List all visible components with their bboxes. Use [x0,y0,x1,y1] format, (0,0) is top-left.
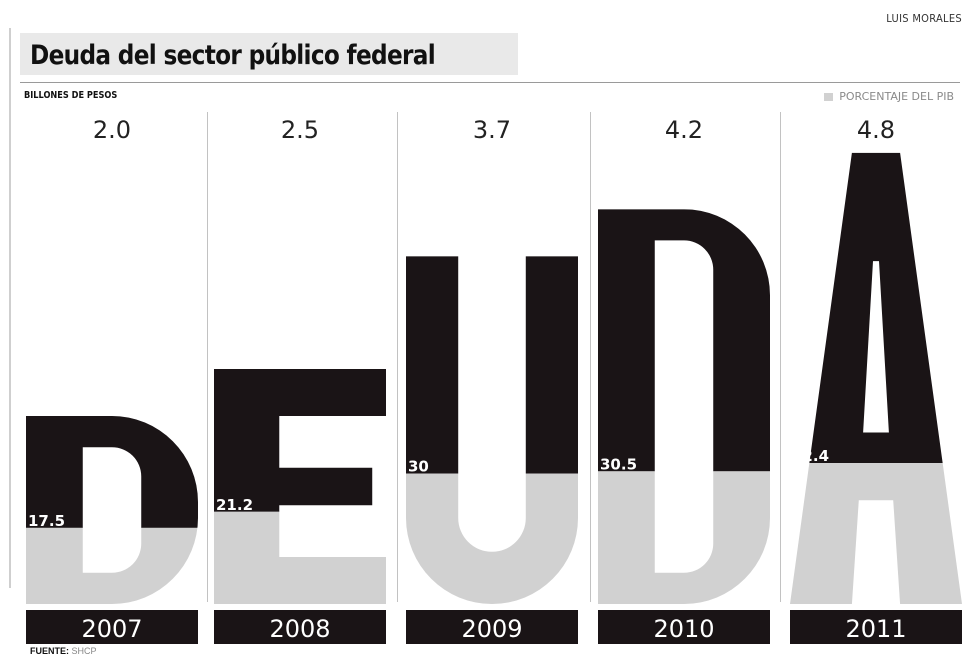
bar-total-segment [598,209,770,472]
value-label-billones: 4.8 [857,116,895,144]
unit-label: BILLONES DE PESOS [24,90,118,101]
frame-border [9,28,11,588]
value-label-pib: 30 [408,458,429,476]
value-label-billones: 2.5 [281,116,319,144]
value-label-pib: 30.5 [600,455,637,473]
value-label-pib: 17.5 [28,512,65,530]
year-label: 2008 [269,615,330,643]
bar-letter-d-2007 [26,416,198,604]
chart-title: Deuda del sector público federal [30,40,436,71]
year-band [406,610,578,644]
value-label-billones: 4.2 [665,116,703,144]
bar-pib-segment [406,473,578,604]
header-rule [20,82,960,83]
year-label: 2010 [653,615,714,643]
value-label-pib: 32.4 [792,447,829,465]
year-band [598,610,770,644]
legend: PORCENTAJE DEL PIB [824,90,954,103]
author-credit: LUIS MORALES [886,12,962,25]
bar-pib-segment [26,527,198,604]
bar-letter-e-2008 [214,369,386,604]
bar-total-segment [790,152,962,464]
column-separator [207,112,208,602]
column-separator [590,112,591,602]
bar-letter-d-2010 [598,209,770,604]
value-label-pib: 21.2 [216,496,253,514]
year-label: 2009 [461,615,522,643]
column-separator [397,112,398,602]
title-background [20,33,518,75]
legend-label: PORCENTAJE DEL PIB [839,90,954,103]
year-band [26,610,198,644]
bar-total-segment [214,369,386,512]
bar-letter-a-2011 [790,152,962,604]
bar-pib-segment [598,471,770,604]
source-text: SHCP [71,646,97,656]
year-label: 2011 [845,615,906,643]
source-note: FUENTE: SHCP [30,646,97,656]
bar-pib-segment [214,511,386,604]
legend-swatch [824,92,834,101]
year-band [790,610,962,644]
column-separator [780,112,781,602]
bar-letter-u-2009 [406,256,578,604]
year-label: 2007 [81,615,142,643]
value-label-billones: 2.0 [93,116,131,144]
value-label-billones: 3.7 [473,116,511,144]
bar-total-segment [406,256,578,474]
source-label: FUENTE: [30,646,69,656]
year-band [214,610,386,644]
bar-pib-segment [790,463,962,604]
